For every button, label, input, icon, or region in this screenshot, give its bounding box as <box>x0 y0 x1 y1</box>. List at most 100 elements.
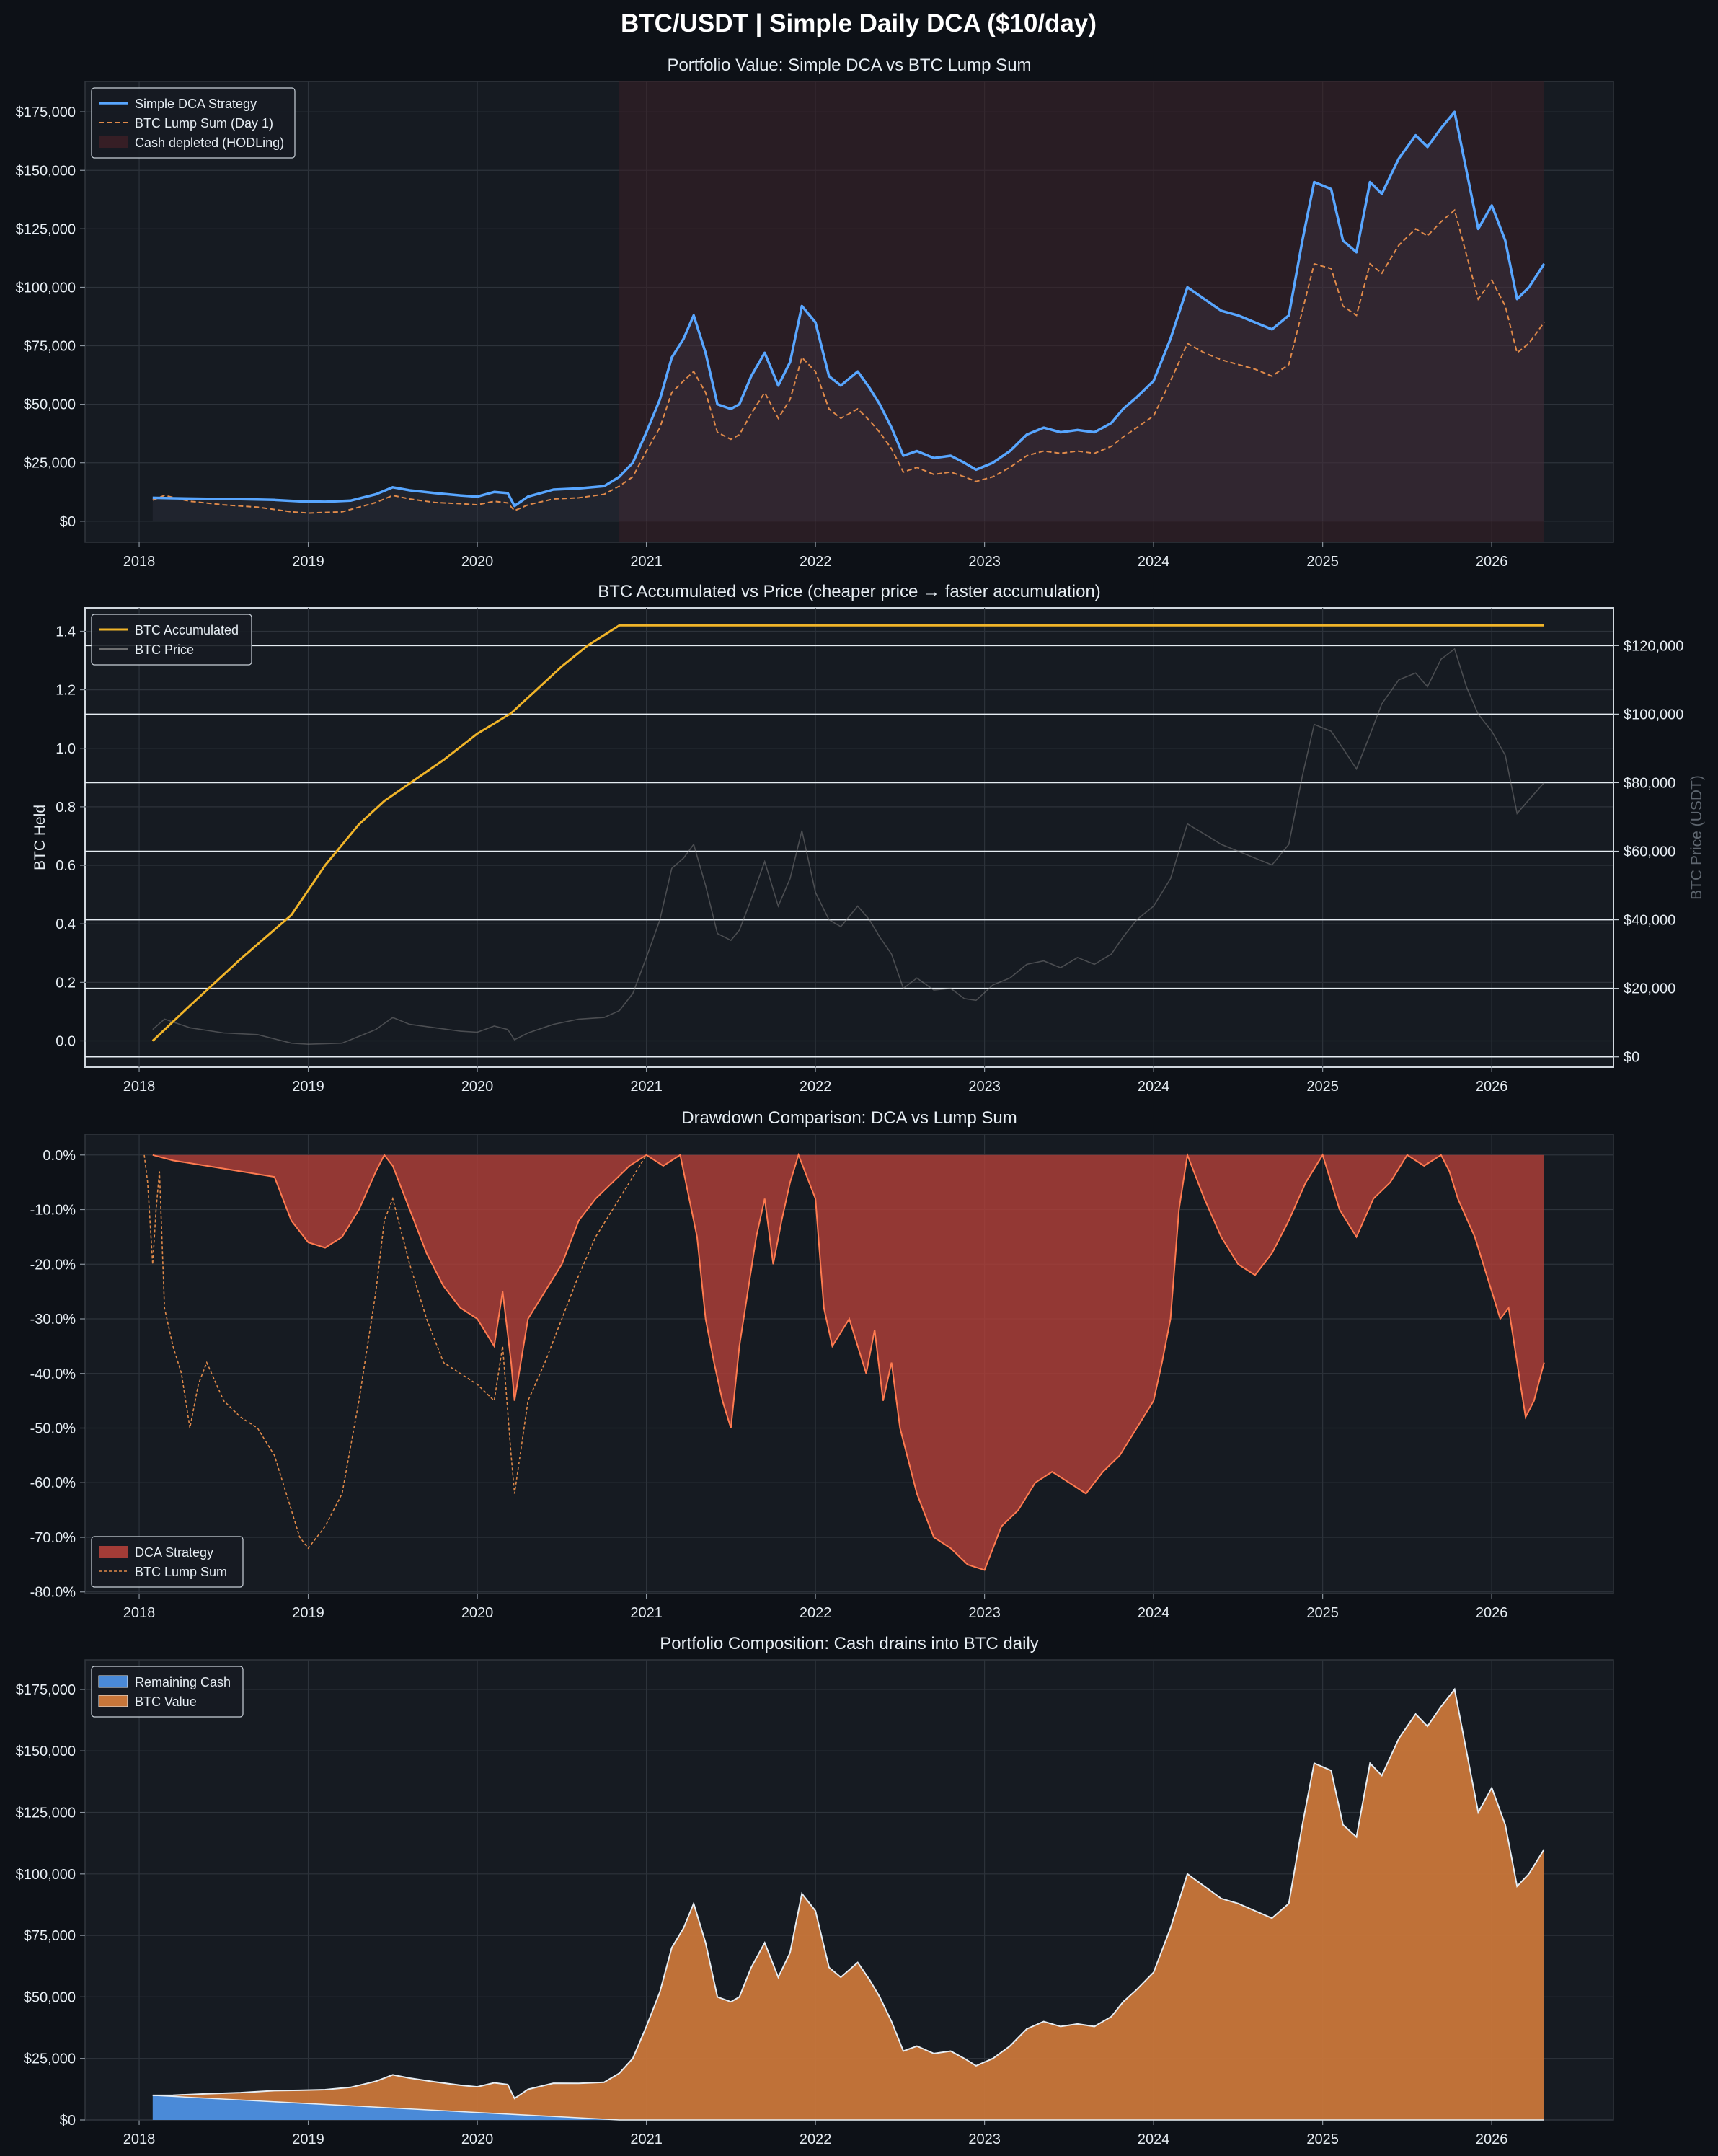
y-tick-label: -30.0% <box>30 1312 76 1327</box>
y-tick-label: $100,000 <box>16 280 76 296</box>
legend-swatch-3 <box>99 136 128 148</box>
legend-label-1: DCA Strategy <box>135 1545 213 1560</box>
x-tick-label: 2021 <box>630 2131 663 2147</box>
legend-label-2: BTC Value <box>135 1695 197 1709</box>
x-tick-label: 2025 <box>1306 2131 1339 2147</box>
y-tick-label: $0 <box>60 2113 76 2129</box>
y-tick-label: 1.0 <box>56 741 76 757</box>
x-tick-label: 2025 <box>1306 1079 1339 1095</box>
chart-title: BTC Accumulated vs Price (cheaper price … <box>598 582 1101 601</box>
panel-3: Drawdown Comparison: DCA vs Lump Sum 2018… <box>30 1108 1614 1621</box>
right-y-tick-label: $80,000 <box>1624 775 1675 791</box>
y-tick-label: $75,000 <box>24 1928 76 1944</box>
y-tick-label: $150,000 <box>16 1744 76 1759</box>
y-tick-label: -40.0% <box>30 1366 76 1382</box>
chart-title: Portfolio Composition: Cash drains into … <box>660 1634 1039 1653</box>
y-tick-label: -10.0% <box>30 1203 76 1219</box>
x-tick-label: 2021 <box>630 1605 663 1621</box>
y-tick-label: $25,000 <box>24 456 76 472</box>
btc-price-line <box>152 648 1545 1046</box>
x-tick-label: 2018 <box>123 554 156 570</box>
x-tick-label: 2024 <box>1138 554 1170 570</box>
axes-background <box>84 607 1614 1068</box>
x-tick-label: 2022 <box>800 2131 832 2147</box>
x-tick-label: 2019 <box>292 554 324 570</box>
legend-label-2: BTC Price <box>135 642 194 657</box>
panel-1: Portfolio Value: Simple DCA vs BTC Lump … <box>16 56 1614 570</box>
y-tick-label: $175,000 <box>16 1682 76 1698</box>
y-tick-label: 0.8 <box>56 800 76 816</box>
x-tick-label: 2025 <box>1306 554 1339 570</box>
y-tick-label: 0.4 <box>56 916 76 932</box>
x-tick-label: 2020 <box>461 2131 494 2147</box>
panel-2: BTC Accumulated vs Price (cheaper price … <box>32 582 1705 1095</box>
x-tick-label: 2023 <box>968 1605 1001 1621</box>
x-tick-label: 2024 <box>1138 1605 1170 1621</box>
panel-4: Portfolio Composition: Cash drains into … <box>16 1634 1614 2147</box>
right-y-tick-label: $0 <box>1624 1050 1639 1066</box>
lump-sum-line <box>152 208 1545 514</box>
y-tick-label: 1.2 <box>56 683 76 699</box>
chart-title: Drawdown Comparison: DCA vs Lump Sum <box>681 1108 1017 1128</box>
y-tick-label: $125,000 <box>16 221 76 237</box>
right-y-tick-label: $120,000 <box>1624 638 1683 654</box>
dca-strategy-line <box>152 110 1546 508</box>
x-tick-label: 2026 <box>1476 554 1508 570</box>
y-tick-label: 0.2 <box>56 975 76 991</box>
legend: Remaining Cash BTC Value <box>91 1666 244 1718</box>
x-tick-label: 2018 <box>123 1605 156 1621</box>
x-tick-label: 2018 <box>123 1079 156 1095</box>
legend-swatch-2 <box>98 1695 128 1707</box>
figure-suptitle: BTC/USDT | Simple Daily DCA ($10/day) <box>621 9 1097 37</box>
legend-frame <box>91 87 296 159</box>
y-tick-label: $175,000 <box>16 105 76 120</box>
legend-label-1: Remaining Cash <box>135 1675 231 1689</box>
legend-swatch-1 <box>99 1546 128 1558</box>
y-tick-label: 0.0 <box>56 1033 76 1049</box>
x-tick-label: 2019 <box>292 2131 324 2147</box>
hodl-shaded-region <box>619 81 1544 542</box>
dca-area-fill <box>152 112 1544 521</box>
y-tick-label: $0 <box>60 514 76 530</box>
x-tick-label: 2024 <box>1138 1079 1170 1095</box>
lump-sum-drawdown-line <box>143 1154 647 1550</box>
x-tick-label: 2026 <box>1476 1605 1508 1621</box>
x-tick-label: 2025 <box>1306 1605 1339 1621</box>
x-tick-label: 2020 <box>461 1079 494 1095</box>
legend-swatch-1 <box>98 1675 128 1688</box>
x-tick-label: 2020 <box>461 1605 494 1621</box>
dca-drawdown-line <box>152 1152 1545 1571</box>
legend: Simple DCA Strategy BTC Lump Sum (Day 1) C… <box>91 87 296 159</box>
y-tick-label: -80.0% <box>30 1585 76 1601</box>
x-tick-label: 2024 <box>1138 2131 1170 2147</box>
y-tick-label: -60.0% <box>30 1475 76 1491</box>
y-tick-label: 1.4 <box>56 624 76 640</box>
total-value-line <box>152 1687 1545 2100</box>
legend-label-2: BTC Lump Sum (Day 1) <box>135 116 273 131</box>
legend-label-1: Simple DCA Strategy <box>135 97 257 111</box>
x-tick-label: 2018 <box>123 2131 156 2147</box>
x-tick-label: 2026 <box>1476 2131 1508 2147</box>
x-tick-label: 2022 <box>800 554 832 570</box>
legend: DCA Strategy BTC Lump Sum <box>91 1536 244 1588</box>
x-tick-label: 2023 <box>968 1079 1001 1095</box>
y-axis-label: BTC Held <box>32 805 48 870</box>
y-tick-label: 0.0% <box>43 1148 76 1164</box>
btc-value-area <box>152 1689 1544 2120</box>
y-tick-label: $125,000 <box>16 1806 76 1821</box>
x-tick-label: 2023 <box>968 554 1001 570</box>
x-tick-label: 2021 <box>630 554 663 570</box>
y-tick-label: 0.6 <box>56 858 76 874</box>
legend-frame <box>91 1536 244 1588</box>
y-tick-label: -70.0% <box>30 1530 76 1546</box>
y-tick-label: $75,000 <box>24 339 76 355</box>
y-tick-label: $25,000 <box>24 2051 76 2067</box>
legend-label-3: Cash depleted (HODLing) <box>135 136 284 150</box>
legend-frame <box>91 614 252 666</box>
right-y-axis-label: BTC Price (USDT) <box>1688 775 1705 900</box>
chart-title: Portfolio Value: Simple DCA vs BTC Lump … <box>667 56 1031 75</box>
right-y-tick-label: $40,000 <box>1624 913 1675 929</box>
x-tick-label: 2023 <box>968 2131 1001 2147</box>
x-tick-label: 2021 <box>630 1079 663 1095</box>
